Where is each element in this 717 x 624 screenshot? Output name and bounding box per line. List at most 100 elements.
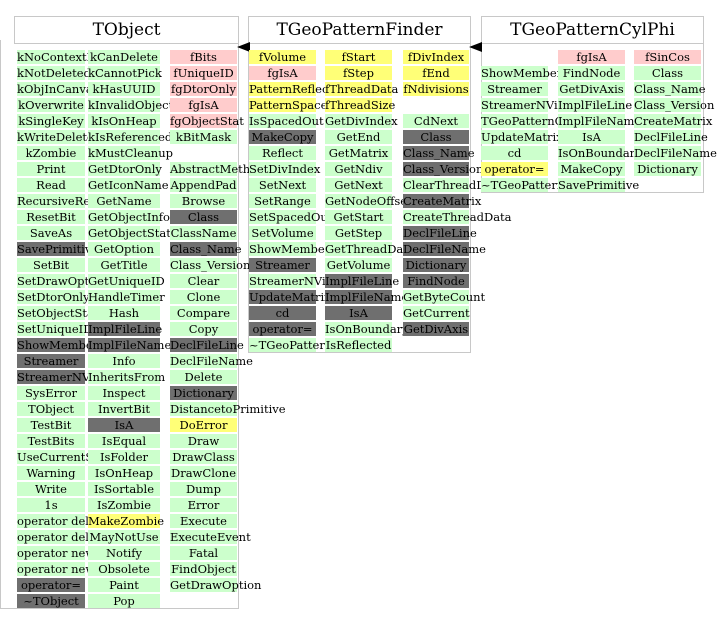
member-getdivindex: GetDivIndex — [325, 114, 398, 128]
member-isa: IsA — [325, 306, 392, 320]
member-notify: Notify — [88, 546, 160, 560]
member-implfileline: ImplFileLine — [558, 98, 633, 112]
member-fthreadsize: fThreadSize — [325, 98, 396, 112]
member-updatematrix: UpdateMatrix — [481, 130, 563, 144]
member-maynotuse: MayNotUse — [88, 530, 160, 544]
member-getend: GetEnd — [325, 130, 392, 144]
member-streamer: Streamer — [249, 258, 316, 272]
member-setdtoronly: SetDtorOnly — [17, 290, 90, 304]
member-getndiv: GetNdiv — [325, 162, 392, 176]
member-getnext: GetNext — [325, 178, 392, 192]
member-execute: Execute — [170, 514, 237, 528]
member-isfolder: IsFolder — [88, 450, 160, 464]
class-title-tgeopatterncylphi: TGeoPatternCylPhi — [482, 17, 703, 43]
member-getbytecount: GetByteCount — [403, 290, 486, 304]
member-streamernvirtual: StreamerNVirtual — [249, 274, 354, 288]
member-streamernvirtual: StreamerNVirtual — [17, 370, 122, 384]
member-draw: Draw — [170, 434, 237, 448]
member-write: Write — [17, 482, 85, 496]
member-implfilename: ImplFileName — [88, 338, 172, 352]
member-class-name: Class_Name — [403, 146, 475, 160]
member-showmembers: ShowMembers — [249, 242, 337, 256]
member-khasuuid: kHasUUID — [88, 82, 160, 96]
member-isa: IsA — [558, 130, 625, 144]
member-saveprimitive: SavePrimitive — [17, 242, 99, 256]
member-fstep: fStep — [325, 66, 392, 80]
member-setobjectstat: SetObjectStat — [17, 306, 99, 320]
member-inspect: Inspect — [88, 386, 160, 400]
member-kisonheap: kIsOnHeap — [88, 114, 160, 128]
member-fthreaddata: fThreadData — [325, 82, 399, 96]
member-empty — [481, 50, 548, 64]
member-operator: operator= — [481, 162, 548, 176]
member-iszombie: IsZombie — [88, 498, 160, 512]
member-kcannotpick: kCannotPick — [88, 66, 162, 80]
member-class-name: Class_Name — [634, 82, 706, 96]
member-setrange: SetRange — [249, 194, 316, 208]
member-kmustcleanup: kMustCleanup — [88, 146, 173, 160]
tgeopatterncylphi-title-box: TGeoPatternCylPhi — [481, 16, 704, 44]
member-createthreaddata: CreateThreadData — [403, 210, 512, 224]
member-makecopy: MakeCopy — [249, 130, 316, 144]
member-getmatrix: GetMatrix — [325, 146, 392, 160]
member-fbits: fBits — [170, 50, 237, 64]
member-declfilename: DeclFileName — [634, 146, 717, 160]
member-showmembers: ShowMembers — [17, 338, 105, 352]
member-error: Error — [170, 498, 237, 512]
member-kobjincanvas: kObjInCanvas — [17, 82, 99, 96]
member-geticonname: GetIconName — [88, 178, 169, 192]
tobject-class-box — [0, 40, 239, 609]
member-drawclone: DrawClone — [170, 466, 237, 480]
member-isonheap: IsOnHeap — [88, 466, 160, 480]
member-koverwrite: kOverwrite — [17, 98, 85, 112]
member-testbits: TestBits — [17, 434, 85, 448]
member-abstractmethod: AbstractMethod — [170, 162, 265, 176]
member-info: Info — [88, 354, 160, 368]
member-cdnext: CdNext — [403, 114, 469, 128]
member-empty — [170, 146, 237, 160]
member-operator-new: operator new — [17, 546, 96, 560]
member-class-name: Class_Name — [170, 242, 242, 256]
member-warning: Warning — [17, 466, 85, 480]
member-browse: Browse — [170, 194, 237, 208]
member-isequal: IsEqual — [88, 434, 160, 448]
member-findobject: FindObject — [170, 562, 237, 576]
member-print: Print — [17, 162, 85, 176]
member-setdivindex: SetDivIndex — [249, 162, 321, 176]
member-setvolume: SetVolume — [249, 226, 316, 240]
member-patternspacedout: PatternSpacedOut — [249, 98, 357, 112]
member-tgeopatterncylphi: ~TGeoPatternCylPhi — [481, 178, 603, 192]
member-fatal: Fatal — [170, 546, 237, 560]
member-getthreaddata: GetThreadData — [325, 242, 415, 256]
member-kzombie: kZombie — [17, 146, 85, 160]
member-recursiveremove: RecursiveRemove — [17, 194, 122, 208]
member-declfileline: DeclFileLine — [170, 338, 244, 352]
member-getuniqueid: GetUniqueID — [88, 274, 165, 288]
member-testbit: TestBit — [17, 418, 85, 432]
member-delete: Delete — [170, 370, 237, 384]
member-usecurrentstyle: UseCurrentStyle — [17, 450, 115, 464]
member-fgisa: fgIsA — [170, 98, 237, 112]
member-isonboundary: IsOnBoundary — [558, 146, 642, 160]
member-isonboundary: IsOnBoundary — [325, 322, 409, 336]
member-saveprimitive: SavePrimitive — [558, 178, 640, 192]
member-ksinglekey: kSingleKey — [17, 114, 85, 128]
member-declfileline: DeclFileLine — [403, 226, 477, 240]
member-isreflected: IsReflected — [325, 338, 392, 352]
member-knotdeleted: kNotDeleted — [17, 66, 91, 80]
member-invertbit: InvertBit — [88, 402, 160, 416]
member-tobject: TObject — [17, 402, 85, 416]
member-class-version: Class_Version — [170, 258, 251, 272]
member-fgdtoronly: fgDtorOnly — [170, 82, 237, 96]
member-operator-delete: operator delete[] — [17, 530, 117, 544]
member-fsincos: fSinCos — [634, 50, 701, 64]
member-1s: 1s — [17, 498, 85, 512]
member-kisreferenced: kIsReferenced — [88, 130, 173, 144]
member-saveas: SaveAs — [17, 226, 85, 240]
member-implfileline: ImplFileLine — [88, 322, 163, 336]
member-isa: IsA — [88, 418, 160, 432]
member-tobject: ~TObject — [17, 594, 85, 608]
member-issortable: IsSortable — [88, 482, 160, 496]
member-executeevent: ExecuteEvent — [170, 530, 251, 544]
